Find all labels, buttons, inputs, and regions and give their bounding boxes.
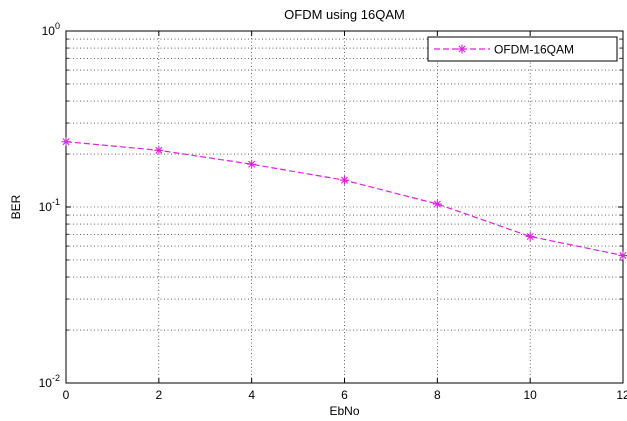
- data-point: [618, 251, 627, 261]
- series-group: [61, 137, 627, 261]
- marker-stroke: [433, 200, 441, 208]
- marker-stroke: [458, 45, 466, 53]
- y-tick-label-exponent: 0: [55, 21, 60, 31]
- y-tick-label-base: 10: [39, 376, 53, 390]
- legend-entry-label: OFDM-16QAM: [494, 43, 574, 57]
- y-tick-label-exponent: -1: [52, 197, 60, 207]
- data-point: [340, 175, 349, 185]
- y-tick-label: 10-2: [39, 373, 60, 390]
- x-tick-label: 2: [155, 388, 162, 402]
- x-tick-label: 12: [616, 388, 627, 402]
- legend-star-marker: [457, 44, 467, 54]
- marker-stroke: [340, 176, 349, 184]
- y-tick-label: 100: [42, 21, 60, 38]
- x-tick-label: 6: [341, 388, 348, 402]
- y-tick-label-exponent: -2: [52, 373, 60, 383]
- data-point: [525, 231, 535, 241]
- marker-stroke: [62, 138, 70, 146]
- marker-stroke: [619, 251, 627, 260]
- y-axis-label: BER: [9, 194, 23, 219]
- data-point: [154, 145, 164, 155]
- y-tick-label: 10-1: [39, 197, 60, 214]
- marker-stroke: [526, 232, 534, 241]
- data-point: [432, 199, 442, 209]
- x-tick-label: 8: [434, 388, 441, 402]
- x-axis-label: EbNo: [329, 404, 359, 418]
- x-tick-label: 4: [248, 388, 255, 402]
- data-point: [247, 159, 257, 169]
- y-tick-label-base: 10: [39, 200, 53, 214]
- legend: OFDM-16QAM: [427, 36, 618, 62]
- data-point: [61, 137, 71, 147]
- axis-ticks: [65, 30, 624, 384]
- x-tick-labels: 0 2 4 6 8 10 12: [63, 388, 627, 402]
- x-tick-label: 10: [523, 388, 537, 402]
- chart-title: OFDM using 16QAM: [284, 7, 405, 22]
- y-tick-label-base: 10: [42, 24, 56, 38]
- x-tick-label: 0: [63, 388, 70, 402]
- marker-stroke: [155, 146, 163, 154]
- marker-stroke: [248, 160, 256, 168]
- legend-marker: [457, 44, 467, 54]
